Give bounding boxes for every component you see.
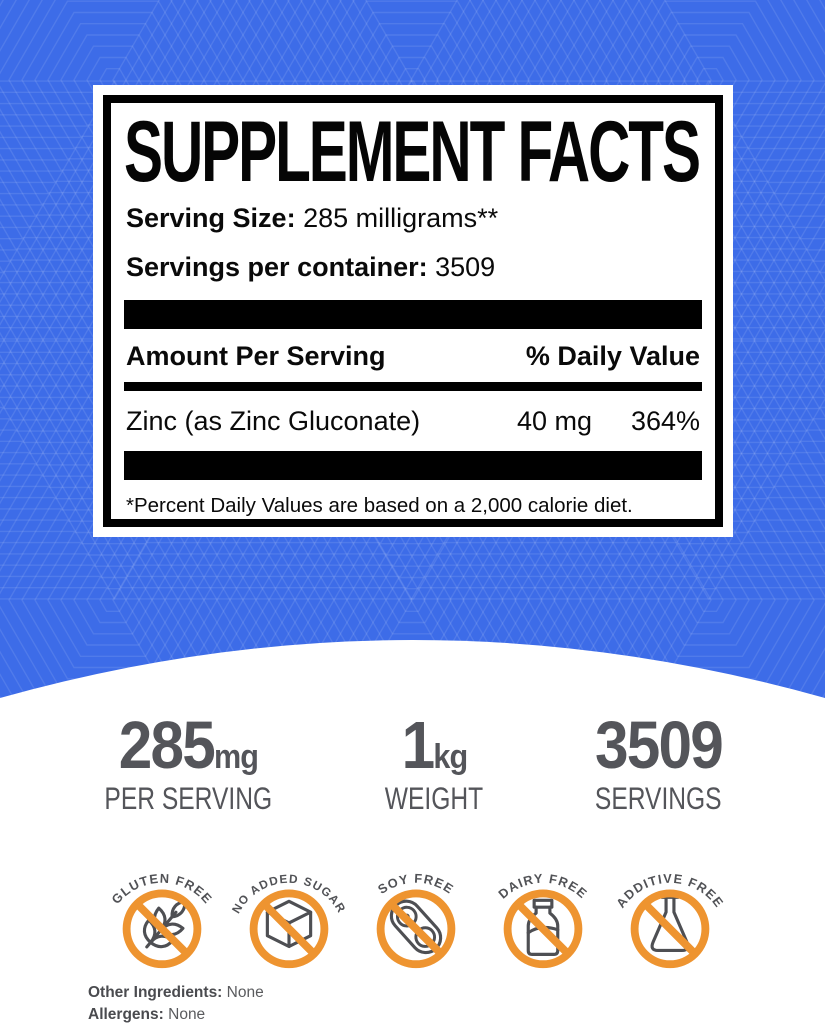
stat-label: WEIGHT (385, 782, 484, 817)
stat-servings: 3509 SERVINGS (548, 712, 769, 834)
divider-bar-thick (124, 300, 702, 330)
divider-bar-medium (124, 382, 702, 392)
nutrient-amount: 40 mg (516, 406, 592, 437)
stat-unit: kg (433, 738, 468, 776)
badge-gluten-free: GLUTEN FREE (103, 856, 221, 984)
badge-soy-free: SOY FREE (357, 856, 475, 984)
additional-info: Other Ingredients: None Allergens: None (88, 982, 264, 1024)
sugar-cube-icon: NO ADDED SUGAR (230, 872, 348, 969)
badge-dairy-free: DAIRY FREE (484, 856, 602, 984)
servings-per-container-label: Servings per container: (126, 252, 428, 283)
allergens-row: Allergens: None (88, 1004, 264, 1024)
wheat-icon: GLUTEN FREE (108, 871, 215, 969)
facts-title: SUPPLEMENT FACTS (124, 104, 701, 200)
stat-value: 285 (119, 708, 216, 783)
servings-per-container-value: 3509 (435, 252, 496, 283)
badges-row: GLUTEN FREE NO ADDED SUGAR (103, 856, 729, 984)
other-ingredients-row: Other Ingredients: None (88, 982, 264, 1004)
stats-row: 285mg PER SERVING 1kg WEIGHT 3509 SERVIN… (57, 712, 769, 834)
badge-additive-free: ADDITIVE FREE (611, 856, 729, 984)
allergens-value: None (168, 1006, 206, 1023)
other-ingredients-value: None (226, 984, 264, 1001)
stat-value: 1 (401, 708, 436, 783)
other-ingredients-label: Other Ingredients: (88, 984, 223, 1001)
stat-value: 3509 (595, 708, 724, 783)
stat-unit: mg (214, 738, 259, 776)
stat-per-serving: 285mg PER SERVING (57, 712, 320, 834)
serving-size-label: Serving Size: (126, 203, 296, 233)
serving-size-row: Serving Size: 285 milligrams** (126, 201, 702, 236)
facts-footnote: *Percent Daily Values are based on a 2,0… (126, 494, 633, 518)
facts-header-row: Amount Per Serving % Daily Value (124, 329, 702, 382)
daily-value-header: % Daily Value (525, 341, 700, 372)
facts-frame: SUPPLEMENT FACTS Serving Size: 285 milli… (103, 95, 723, 527)
serving-size-value: 285 milligrams** (303, 203, 499, 233)
stat-label: SERVINGS (595, 782, 722, 817)
allergens-label: Allergens: (88, 1006, 164, 1023)
nutrient-row: Zinc (as Zinc Gluconate) 40 mg 364% (124, 391, 702, 451)
servings-per-container-row: Servings per container: 3509 (126, 250, 702, 285)
stat-label: PER SERVING (104, 782, 273, 817)
supplement-facts-panel: SUPPLEMENT FACTS Serving Size: 285 milli… (93, 85, 733, 537)
flask-icon: ADDITIVE FREE (613, 871, 726, 969)
svg-text:GLUTEN FREE: GLUTEN FREE (108, 871, 215, 907)
amount-per-serving-header: Amount Per Serving (126, 341, 386, 372)
nutrient-daily-value: 364% (630, 406, 700, 437)
badge-no-added-sugar: NO ADDED SUGAR (230, 856, 348, 984)
stat-weight: 1kg WEIGHT (320, 712, 548, 834)
curved-footer-background (0, 640, 825, 1024)
soybean-icon: SOY FREE (375, 871, 456, 969)
milk-bottle-icon: DAIRY FREE (495, 871, 590, 969)
divider-bar-thick (124, 451, 702, 481)
nutrient-name: Zinc (as Zinc Gluconate) (126, 406, 421, 437)
